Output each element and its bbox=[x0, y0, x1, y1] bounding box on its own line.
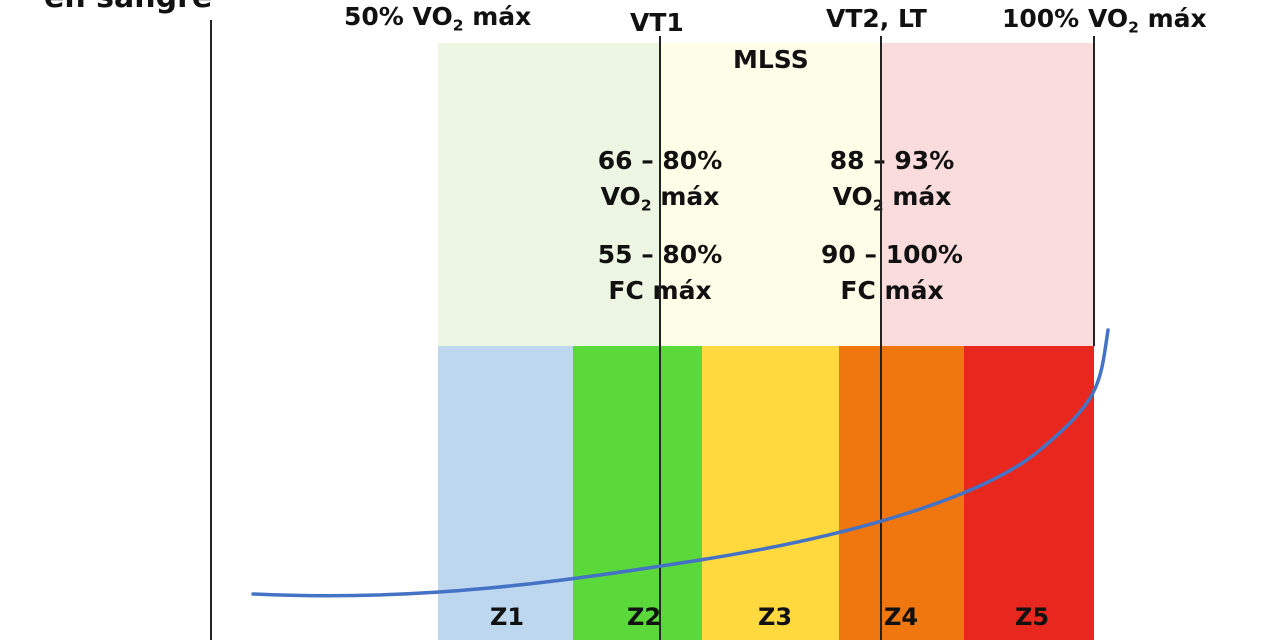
vo2-100-label: 100% VO2 máx bbox=[1002, 4, 1207, 37]
zone-label-z4: Z4 bbox=[884, 603, 919, 631]
vt1-line bbox=[659, 36, 661, 640]
vt2-lt-label: VT2, LT bbox=[826, 4, 927, 33]
zone-label-z5: Z5 bbox=[1015, 603, 1050, 631]
lactate-curve-path bbox=[251, 328, 1110, 598]
vt2-vo2-range: 88 – 93% bbox=[829, 146, 955, 175]
vt2-hr-range: 90 – 100% bbox=[821, 240, 963, 269]
band-light-pink bbox=[881, 43, 1094, 346]
vt2-info: 88 – 93% VO2 máx 90 – 100% FC máx bbox=[792, 143, 992, 309]
vo2-100-line bbox=[1093, 36, 1095, 346]
vo2-50-label: 50% VO2 máx bbox=[344, 2, 532, 35]
zone-label-z2: Z2 bbox=[627, 603, 662, 631]
vt2-vo2-text: VO2 máx bbox=[832, 182, 952, 215]
zone-z4 bbox=[839, 346, 964, 640]
band-light-green bbox=[438, 43, 660, 346]
zone-z5 bbox=[964, 346, 1094, 640]
zone-z3 bbox=[702, 346, 839, 640]
band-light-yellow bbox=[660, 43, 881, 346]
vt2-line bbox=[880, 36, 882, 640]
zone-z2 bbox=[573, 346, 702, 640]
zone-label-z1: Z1 bbox=[490, 603, 525, 631]
mlss-label: MLSS bbox=[733, 45, 809, 74]
zone-label-z3: Z3 bbox=[758, 603, 793, 631]
vt1-label: VT1 bbox=[630, 8, 684, 37]
cropped-title: en sangre bbox=[44, 0, 212, 15]
vt1-vo2-text: VO2 máx bbox=[600, 182, 720, 215]
y-axis-line bbox=[210, 20, 212, 640]
vt2-hr-text: FC máx bbox=[840, 276, 944, 305]
